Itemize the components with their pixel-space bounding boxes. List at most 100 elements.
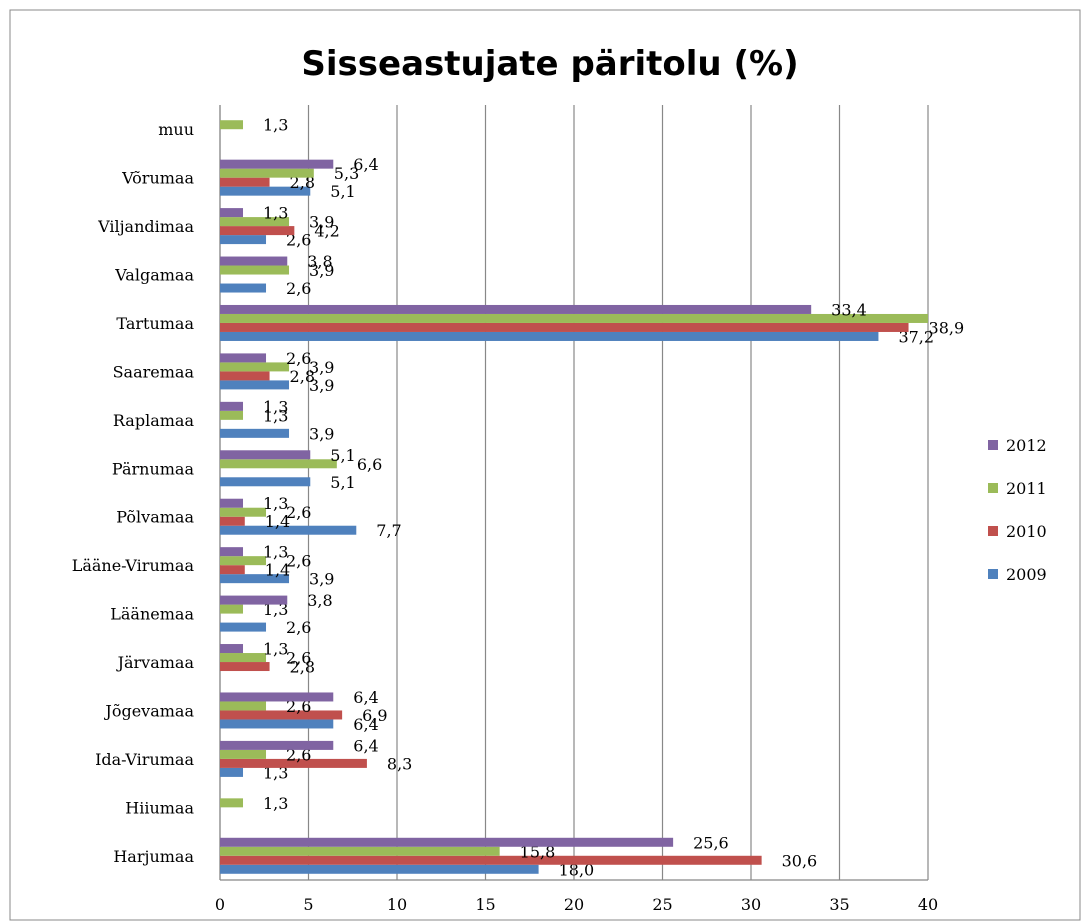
- y-tick-label: Valgamaa: [114, 266, 194, 285]
- y-tick-label: Harjumaa: [113, 847, 194, 866]
- data-label: 6,6: [357, 455, 382, 474]
- data-label: 2,6: [286, 503, 311, 522]
- bar: [220, 516, 245, 526]
- bar: [220, 283, 267, 293]
- bar: [220, 692, 334, 702]
- data-label: 6,4: [353, 715, 378, 734]
- data-label: 1,3: [263, 763, 288, 782]
- data-label: 1,3: [263, 406, 288, 425]
- bar: [220, 208, 244, 218]
- bar: [220, 701, 267, 711]
- data-label: 1,3: [263, 640, 288, 659]
- y-tick-label: Lääne-Virumaa: [72, 556, 195, 575]
- legend-swatch: [988, 526, 998, 536]
- x-tick-label: 0: [215, 895, 225, 914]
- y-tick-label: Läänemaa: [110, 605, 194, 624]
- data-label: 1,3: [263, 494, 288, 513]
- bar: [220, 864, 539, 874]
- y-tick-label: Ida-Virumaa: [95, 750, 194, 769]
- data-label: 30,6: [782, 851, 818, 870]
- bar: [220, 217, 290, 227]
- bar: [220, 226, 295, 236]
- y-tick-label: Võrumaa: [121, 169, 194, 188]
- bar: [220, 556, 267, 566]
- bar: [220, 450, 311, 460]
- data-label: 1,3: [263, 600, 288, 619]
- data-label: 1,3: [263, 116, 288, 135]
- bar: [220, 740, 334, 750]
- data-label: 2,8: [290, 658, 315, 677]
- data-label: 5,1: [330, 446, 355, 465]
- x-tick-label: 40: [918, 895, 938, 914]
- bar: [220, 719, 334, 729]
- bar: [220, 525, 357, 535]
- bar: [220, 498, 244, 508]
- y-tick-label: Saaremaa: [113, 362, 195, 381]
- bar: [220, 507, 267, 517]
- data-label: 3,8: [307, 252, 332, 271]
- data-label: 18,0: [559, 860, 595, 879]
- bar: [220, 120, 244, 130]
- bar: [220, 644, 244, 654]
- data-label: 38,9: [929, 318, 965, 337]
- bar: [220, 313, 928, 323]
- bar: [220, 595, 288, 605]
- data-label: 2,6: [286, 349, 311, 368]
- bar: [220, 574, 290, 584]
- y-tick-label: Raplamaa: [113, 411, 195, 430]
- x-tick-label: 10: [387, 895, 407, 914]
- bar: [220, 855, 762, 865]
- x-tick-label: 30: [741, 895, 761, 914]
- bar: [220, 304, 812, 314]
- bar: [220, 353, 267, 363]
- legend-swatch: [988, 483, 998, 493]
- legend-label: 2010: [1006, 522, 1047, 541]
- bar: [220, 380, 290, 390]
- x-tick-label: 5: [303, 895, 313, 914]
- bar: [220, 428, 290, 438]
- bar: [220, 622, 267, 632]
- y-tick-label: Pärnumaa: [112, 459, 195, 478]
- x-tick-label: 25: [652, 895, 672, 914]
- data-label: 5,1: [330, 473, 355, 492]
- data-label: 3,9: [309, 424, 334, 443]
- bar: [220, 235, 267, 245]
- data-label: 3,8: [307, 591, 332, 610]
- data-label: 15,8: [520, 842, 556, 861]
- bar: [220, 322, 909, 332]
- bar: [220, 265, 290, 275]
- bar: [220, 477, 311, 487]
- y-tick-label: Hiiumaa: [125, 798, 194, 817]
- legend-label: 2012: [1006, 436, 1047, 455]
- bar: [220, 767, 244, 777]
- data-label: 1,3: [263, 794, 288, 813]
- data-label: 3,9: [309, 376, 334, 395]
- y-tick-label: Põlvamaa: [116, 508, 194, 527]
- legend-label: 2011: [1006, 479, 1047, 498]
- data-label: 6,4: [353, 736, 378, 755]
- y-tick-label: Järvamaa: [116, 653, 195, 672]
- data-label: 2,8: [290, 173, 315, 192]
- bar: [220, 798, 244, 808]
- chart-frame: [9, 9, 1081, 921]
- y-tick-label: Jõgevamaa: [103, 701, 194, 720]
- bar: [220, 565, 245, 575]
- y-tick-label: muu: [158, 120, 194, 139]
- x-tick-label: 35: [829, 895, 849, 914]
- data-label: 2,8: [290, 367, 315, 386]
- bar: [220, 846, 500, 856]
- data-label: 4,2: [314, 222, 339, 241]
- y-tick-label: Tartumaa: [116, 314, 194, 333]
- data-label: 3,9: [309, 213, 334, 232]
- data-label: 37,2: [898, 327, 934, 346]
- data-label: 2,6: [286, 552, 311, 571]
- chart-title: Sisseastujate päritolu (%): [301, 44, 798, 84]
- bar: [220, 604, 244, 614]
- bar: [220, 837, 674, 847]
- y-tick-label: Viljandimaa: [97, 217, 194, 236]
- data-label: 2,6: [286, 649, 311, 668]
- data-label: 7,7: [376, 521, 401, 540]
- bar: [220, 401, 244, 411]
- data-label: 33,4: [831, 300, 867, 319]
- bar: [220, 662, 270, 672]
